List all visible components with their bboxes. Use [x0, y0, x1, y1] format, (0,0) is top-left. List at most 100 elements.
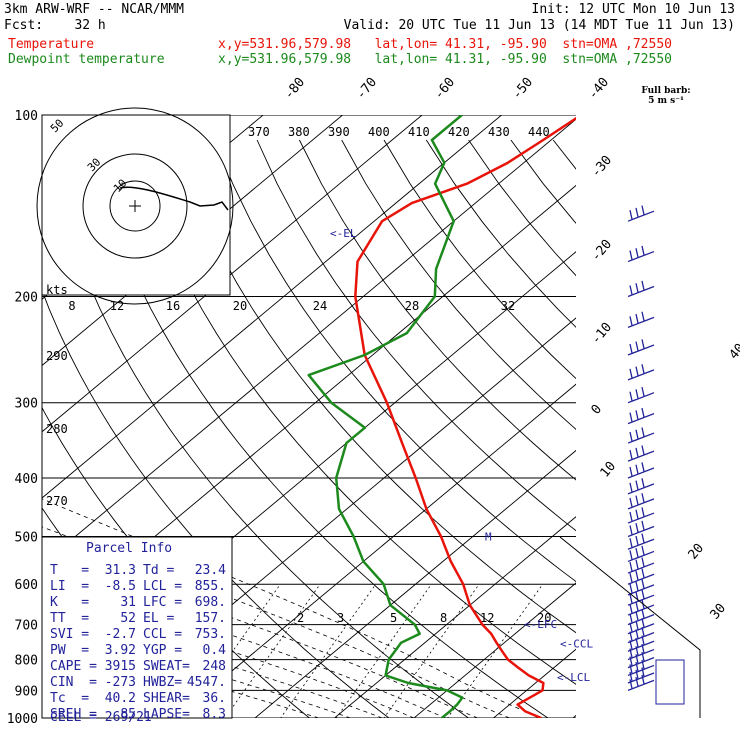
wind-barb-feather [629, 316, 633, 326]
parcel-row-value: 4547. [187, 675, 226, 690]
parcel-row-label: LAPSE= [143, 707, 190, 722]
parcel-row-value: 85 [120, 707, 136, 722]
hodograph-speed-label: 16 [166, 299, 180, 313]
wind-barb-feather [641, 478, 645, 488]
theta-e-label: 440 [528, 125, 550, 139]
wind-barb-feather [641, 407, 645, 418]
isotherm-line [42, 115, 502, 499]
wind-barb [627, 369, 655, 381]
parcel-levels: <-EL <-LFC<-CCL <-LCL M [330, 227, 593, 684]
parcel-row-value: 157. [195, 611, 226, 626]
wind-barb-feather [629, 391, 633, 401]
wind-barb-feather [641, 589, 645, 599]
pressure-tick-label: 700 [15, 619, 38, 634]
wind-barb-feather [629, 671, 633, 682]
hodograph-ring [82, 153, 188, 259]
parcel-info-frame [41, 536, 233, 719]
wind-barb-feather [635, 676, 639, 687]
wind-barb [627, 210, 655, 222]
wind-barb-feather [641, 643, 645, 654]
wind-barb-feather [641, 659, 645, 669]
parcel-level-label: <-LCL [557, 671, 590, 684]
wind-barb-feather [629, 343, 633, 354]
wind-barb-feather [635, 523, 639, 533]
temperature-profile [354, 116, 576, 718]
wind-barb-feather [641, 651, 645, 662]
wind-barb-feather [629, 511, 633, 522]
wind-barb-feather [641, 462, 645, 472]
parcel-level-label: <-EL [330, 227, 357, 240]
parcel-level-label: <-LFC [524, 618, 557, 631]
wind-barb-feather [641, 608, 645, 619]
wind-barb-feather [629, 250, 633, 260]
wind-barb [627, 584, 655, 596]
wind-barb [627, 285, 655, 298]
moist-adiabat-line [42, 526, 510, 718]
wind-barb-feather [629, 466, 633, 477]
wind-barb-feather [635, 535, 639, 546]
wind-barb [627, 467, 655, 479]
wind-barb-feather [629, 368, 633, 379]
wind-barb [627, 344, 655, 356]
forecast-hour: Fcst: 32 h [4, 18, 106, 33]
wind-barb-feather [641, 507, 645, 517]
wind-barb-feather [635, 464, 639, 474]
moist-adiabat-line [42, 498, 542, 718]
theta-label: 270 [46, 494, 68, 508]
wind-barb-feather [641, 626, 645, 637]
wind-barb-feather [641, 245, 645, 256]
parcel-info-title: Parcel Info [86, 541, 172, 556]
wind-barb-feather [629, 561, 633, 572]
wind-barb-feather [635, 661, 639, 672]
parcel-row-value: 8.3 [203, 707, 226, 722]
wind-barb-feather [641, 667, 645, 677]
wind-barb-legend-title: Full barb: [641, 86, 690, 96]
wind-barb-feather [629, 525, 633, 535]
pressure-tick-label: 100 [15, 109, 38, 124]
wind-barb [627, 632, 655, 644]
wind-barb [627, 679, 655, 692]
hodograph-speed-label: 24 [313, 299, 327, 313]
wind-barb [627, 648, 655, 661]
wind-barb-feather [641, 493, 645, 503]
theta-e-label: 390 [328, 125, 350, 139]
pressure-axis: 100 200 300 400 500 600 700 800 900 1000 [7, 109, 43, 727]
dry-adiabat-line [45, 139, 470, 718]
wind-barb-feather [629, 210, 633, 220]
parcel-row-label: CCL = [143, 627, 182, 642]
parcel-row-label: EL = [143, 611, 174, 626]
parcel-row-value: 52 [120, 611, 136, 626]
wind-barb-feather [635, 313, 639, 324]
wind-barb-feather [629, 594, 633, 604]
right-frame-line [559, 536, 701, 718]
wind-barb-feather [635, 570, 639, 581]
mixing-ratio-label: 2 [297, 611, 304, 625]
wind-barb [627, 525, 655, 538]
isotherm-line [333, 516, 576, 718]
wind-barb [627, 604, 655, 616]
wind-barb [627, 538, 655, 550]
dry-adiabat-line [256, 139, 576, 532]
parcel-row-label: LFC = [143, 595, 182, 610]
wind-barb-feather [629, 583, 633, 594]
sounding-profiles [307, 115, 576, 718]
wind-barb-feather [635, 629, 639, 639]
barb-stack-frame [655, 659, 685, 705]
isotherm-line [413, 582, 576, 718]
wind-barb-feather [635, 559, 639, 569]
parcel-info-box: Parcel Info T = 31.3 Td = 23.4 LI = -8.5 LCL =… [41, 536, 233, 725]
wind-barb-feather [629, 622, 633, 632]
parcel-row-label: SREH = [50, 707, 97, 722]
wind-barb-feather [635, 669, 639, 679]
wind-barb-feather [635, 389, 639, 399]
hodograph-frame [41, 114, 231, 296]
wind-barb-feather [641, 427, 645, 437]
valid-time: Valid: 20 UTC Tue 11 Jun 13 (14 MDT Tue … [344, 18, 735, 33]
wind-barb-feather [629, 412, 633, 422]
wind-barb-feather [641, 386, 645, 397]
parcel-row-value: 3.92 [105, 643, 136, 658]
wind-barb-feather [635, 637, 639, 648]
wind-barb [627, 316, 655, 328]
wind-barb-feather [629, 631, 633, 641]
